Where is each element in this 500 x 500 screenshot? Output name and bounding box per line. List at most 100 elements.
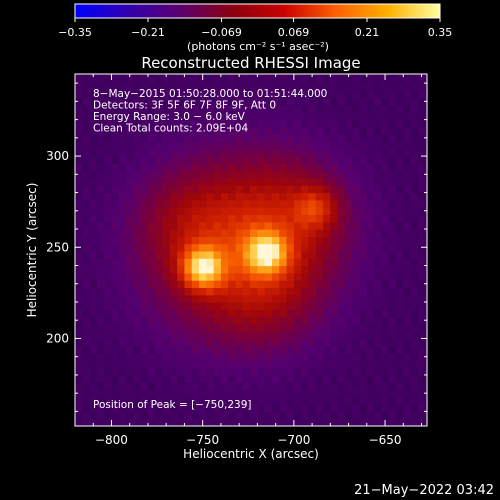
heatmap-cell (271, 280, 280, 288)
heatmap-cell (199, 316, 207, 325)
heatmap-cell (177, 192, 186, 201)
heatmap-cell (89, 411, 98, 420)
heatmap-cell (315, 331, 324, 340)
heatmap-cell (286, 112, 295, 121)
heatmap-cell (301, 221, 310, 230)
heatmap-cell (279, 229, 288, 237)
heatmap-cell (301, 126, 310, 135)
heatmap-cell (126, 280, 134, 288)
heatmap-cell (75, 112, 83, 121)
heatmap-cell (162, 97, 171, 106)
heatmap-cell (315, 90, 324, 99)
heatmap-cell (184, 119, 193, 128)
heatmap-cell (330, 272, 339, 281)
heatmap-cell (133, 156, 142, 164)
heatmap-cell (162, 156, 171, 164)
heatmap-cell (104, 367, 113, 376)
heatmap-cell (235, 119, 244, 128)
heatmap-cell (359, 207, 368, 216)
heatmap-cell (359, 156, 368, 164)
heatmap-cell (417, 170, 426, 179)
heatmap-cell (111, 316, 120, 325)
heatmap-cell (425, 323, 427, 332)
heatmap-cell (388, 360, 397, 369)
heatmap-cell (147, 214, 156, 223)
heatmap-cell (191, 374, 200, 383)
heatmap-cell (344, 389, 353, 398)
heatmap-cell (235, 287, 244, 296)
heatmap-cell (82, 134, 91, 143)
heatmap-cell (330, 214, 339, 223)
heatmap-cell (330, 207, 339, 216)
heatmap-cell (403, 177, 412, 186)
heatmap-cell (374, 367, 383, 376)
heatmap-cell (75, 294, 83, 303)
heatmap-cell (169, 258, 178, 267)
heatmap-cell (403, 367, 412, 376)
info-line: Clean Total counts: 2.09E+04 (93, 123, 248, 135)
heatmap-cell (395, 396, 404, 405)
heatmap-cell (395, 301, 404, 310)
heatmap-cell (82, 97, 91, 106)
heatmap-cell (242, 338, 251, 347)
heatmap-cell (271, 389, 280, 398)
heatmap-cell (337, 323, 346, 332)
heatmap-cell (286, 192, 295, 201)
heatmap-cell (366, 418, 375, 426)
heatmap-cell (403, 301, 412, 310)
heatmap-cell (323, 301, 331, 310)
heatmap-cell (352, 323, 361, 332)
heatmap-cell (126, 170, 134, 179)
heatmap-cell (257, 389, 266, 398)
heatmap-cell (395, 207, 404, 216)
heatmap-cell (301, 141, 310, 150)
heatmap-cell (104, 382, 113, 391)
heatmap-cell (352, 272, 361, 281)
heatmap-cell (111, 250, 120, 259)
heatmap-cell (417, 126, 426, 135)
heatmap-cell (344, 265, 353, 274)
heatmap-cell (323, 309, 331, 318)
heatmap-cell (330, 360, 339, 369)
heatmap-cell (111, 265, 120, 274)
heatmap-cell (337, 301, 346, 310)
heatmap-cell (264, 411, 273, 420)
heatmap-cell (191, 301, 200, 310)
heatmap-cell (388, 338, 397, 347)
heatmap-cell (388, 119, 397, 128)
heatmap-cell (228, 316, 237, 325)
heatmap-cell (293, 294, 302, 303)
heatmap-cell (286, 331, 295, 340)
heatmap-cell (395, 287, 404, 296)
heatmap-cell (111, 75, 120, 84)
heatmap-cell (388, 75, 397, 84)
heatmap-cell (425, 156, 427, 164)
heatmap-cell (352, 192, 361, 201)
heatmap-cell (315, 75, 324, 84)
observation-info: 8−May−2015 01:50:28.000 to 01:51:44.000D… (93, 88, 327, 135)
heatmap-cell (315, 243, 324, 252)
heatmap-cell (359, 323, 368, 332)
heatmap-cell (374, 207, 383, 216)
heatmap-cell (410, 185, 419, 194)
heatmap-cell (337, 287, 346, 296)
heatmap-cell (293, 396, 302, 405)
heatmap-cell (344, 112, 353, 121)
heatmap-cell (242, 316, 251, 325)
heatmap-cell (75, 382, 83, 391)
heatmap-cell (133, 214, 142, 223)
heatmap-cell (162, 236, 171, 245)
heatmap-cell (177, 75, 186, 84)
heatmap-cell (293, 75, 302, 84)
heatmap-cell (118, 345, 127, 354)
heatmap-cell (206, 345, 215, 354)
heatmap-cell (359, 192, 368, 201)
heatmap-cell (330, 316, 339, 325)
heatmap-cell (242, 112, 251, 121)
heatmap-cell (301, 338, 310, 347)
heatmap-cell (206, 90, 215, 99)
heatmap-cell (220, 323, 229, 332)
heatmap-cell (75, 74, 83, 77)
heatmap-cell (352, 75, 361, 84)
heatmap-cell (388, 250, 397, 259)
